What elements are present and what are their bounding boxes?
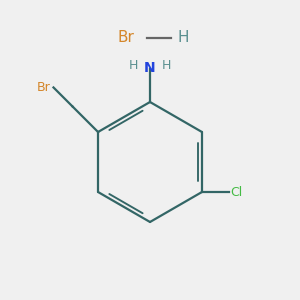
Text: Cl: Cl (230, 185, 243, 199)
Text: H: H (129, 59, 138, 72)
Text: H: H (162, 59, 171, 72)
Text: N: N (144, 61, 156, 75)
Text: H: H (177, 30, 189, 45)
Text: Br: Br (118, 30, 134, 45)
Text: Br: Br (37, 81, 50, 94)
